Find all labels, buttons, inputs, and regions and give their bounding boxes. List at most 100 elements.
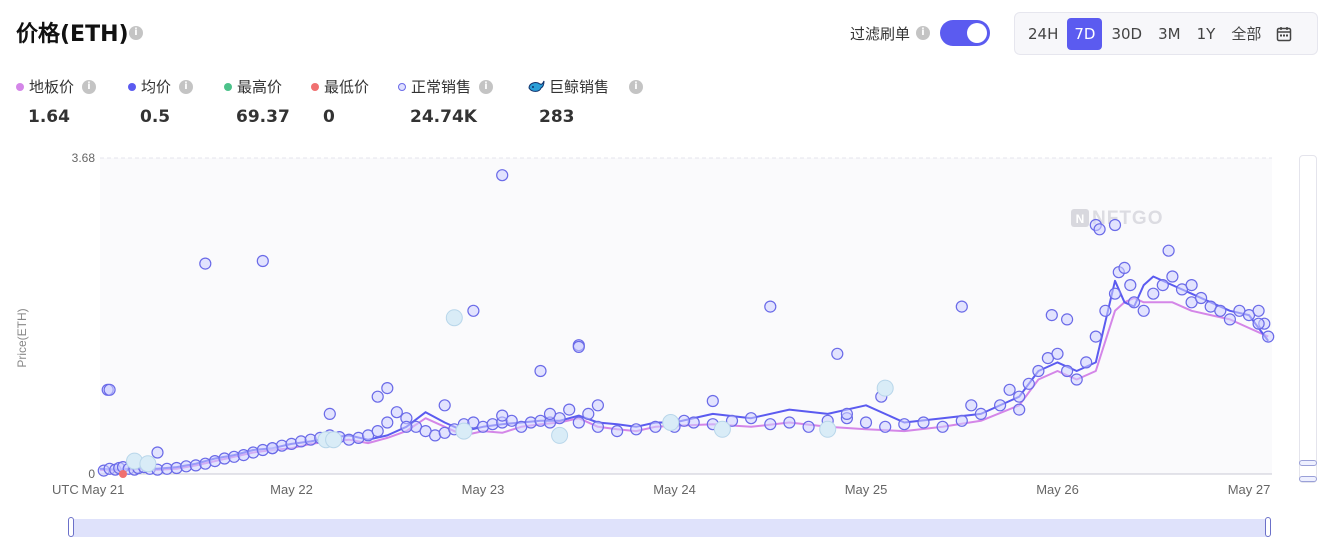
- sale-point[interactable]: [1185, 296, 1198, 309]
- sale-point[interactable]: [1258, 317, 1271, 330]
- sale-point[interactable]: [101, 383, 114, 396]
- sale-point[interactable]: [429, 429, 442, 442]
- sale-point[interactable]: [1262, 330, 1275, 343]
- sale-point[interactable]: [591, 420, 605, 433]
- sale-point[interactable]: [116, 461, 130, 474]
- sale-point[interactable]: [180, 460, 193, 473]
- sale-point[interactable]: [381, 382, 394, 395]
- sale-point[interactable]: [859, 416, 873, 429]
- whale-sale-point[interactable]: [819, 420, 837, 438]
- sale-point[interactable]: [333, 431, 346, 444]
- sale-point[interactable]: [591, 399, 605, 412]
- sale-point[interactable]: [524, 416, 538, 429]
- sale-point[interactable]: [936, 420, 949, 433]
- sale-point[interactable]: [563, 403, 576, 416]
- sale-point[interactable]: [534, 364, 547, 378]
- sale-point[interactable]: [553, 412, 566, 425]
- sale-point[interactable]: [400, 412, 413, 425]
- sale-point[interactable]: [955, 300, 968, 313]
- sale-point[interactable]: [1080, 356, 1093, 369]
- sale-point[interactable]: [122, 462, 135, 475]
- sale-point[interactable]: [1166, 270, 1179, 283]
- sale-point[interactable]: [1089, 218, 1102, 232]
- sale-point[interactable]: [137, 461, 151, 474]
- sale-point[interactable]: [898, 418, 911, 431]
- vertical-zoom-handle-top[interactable]: [1299, 460, 1317, 466]
- sale-point[interactable]: [1242, 309, 1256, 322]
- sale-point[interactable]: [132, 461, 145, 475]
- range-1y-button[interactable]: 1Y: [1196, 24, 1216, 43]
- whale-sale-point[interactable]: [126, 452, 143, 470]
- sale-point[interactable]: [1013, 390, 1026, 403]
- info-icon[interactable]: i: [479, 79, 494, 94]
- sale-point[interactable]: [1194, 291, 1208, 305]
- sale-point[interactable]: [744, 412, 758, 425]
- sale-point[interactable]: [955, 414, 968, 427]
- sale-point[interactable]: [1060, 313, 1074, 326]
- stat-floor-price[interactable]: 地板价 i 1.64: [16, 76, 97, 127]
- sale-point[interactable]: [476, 420, 490, 433]
- sale-point[interactable]: [1112, 266, 1125, 279]
- stat-min-price[interactable]: 最低价 0: [311, 76, 369, 127]
- min-price-point[interactable]: [119, 470, 127, 478]
- sale-point[interactable]: [218, 452, 231, 465]
- sale-point[interactable]: [821, 414, 834, 427]
- sale-point[interactable]: [496, 409, 509, 422]
- sale-point[interactable]: [1252, 317, 1265, 330]
- sale-point[interactable]: [103, 383, 116, 396]
- sale-point[interactable]: [1124, 279, 1137, 292]
- sale-point[interactable]: [1162, 244, 1175, 257]
- stat-whale-sales[interactable]: 巨鲸销售 i 283: [527, 76, 644, 127]
- whale-sale-point[interactable]: [662, 414, 680, 431]
- info-icon[interactable]: i: [179, 79, 194, 94]
- sale-point[interactable]: [189, 459, 202, 472]
- sale-point[interactable]: [764, 300, 777, 313]
- sale-point[interactable]: [965, 399, 978, 412]
- sale-point[interactable]: [390, 406, 403, 419]
- sale-point[interactable]: [314, 431, 327, 444]
- sale-point[interactable]: [419, 425, 432, 438]
- sale-point[interactable]: [1045, 309, 1058, 322]
- whale-sale-point[interactable]: [139, 455, 157, 473]
- sale-point[interactable]: [304, 433, 317, 446]
- sale-point[interactable]: [1204, 300, 1217, 313]
- range-all-button[interactable]: 全部: [1231, 25, 1262, 43]
- horizontal-zoom-handle-right[interactable]: [1265, 517, 1271, 537]
- sale-point[interactable]: [457, 418, 470, 431]
- range-3m-button[interactable]: 3M: [1158, 24, 1181, 43]
- sale-point[interactable]: [572, 339, 585, 352]
- sale-point[interactable]: [323, 429, 336, 442]
- sale-point[interactable]: [1013, 403, 1026, 416]
- sale-point[interactable]: [97, 464, 110, 477]
- sale-point[interactable]: [1032, 364, 1045, 378]
- whale-sale-point[interactable]: [317, 431, 335, 449]
- sale-point[interactable]: [630, 423, 643, 436]
- sale-point[interactable]: [113, 461, 126, 475]
- sale-point[interactable]: [1089, 330, 1102, 343]
- sale-point[interactable]: [875, 390, 888, 403]
- sale-point[interactable]: [917, 416, 930, 429]
- sale-point[interactable]: [1214, 304, 1227, 317]
- horizontal-zoom-handle-left[interactable]: [68, 517, 74, 537]
- sale-point[interactable]: [610, 425, 624, 438]
- sale-point[interactable]: [1093, 223, 1106, 236]
- sale-point[interactable]: [783, 416, 796, 429]
- sale-point[interactable]: [151, 446, 164, 459]
- sale-point[interactable]: [1108, 287, 1122, 300]
- sale-point[interactable]: [543, 407, 557, 420]
- sale-point[interactable]: [266, 442, 279, 455]
- stat-max-price[interactable]: 最高价 69.37: [224, 76, 290, 127]
- sale-point[interactable]: [764, 418, 777, 431]
- sale-point[interactable]: [170, 461, 183, 475]
- sale-point[interactable]: [208, 455, 221, 468]
- sale-point[interactable]: [1108, 218, 1122, 232]
- sale-point[interactable]: [706, 394, 719, 408]
- sale-point[interactable]: [467, 416, 480, 429]
- sale-point[interactable]: [725, 414, 739, 427]
- sale-point[interactable]: [1175, 283, 1189, 296]
- sale-point[interactable]: [1051, 347, 1064, 360]
- sale-point[interactable]: [1185, 279, 1198, 292]
- sale-point[interactable]: [103, 462, 116, 475]
- sale-point[interactable]: [199, 257, 212, 270]
- sale-point[interactable]: [151, 463, 164, 476]
